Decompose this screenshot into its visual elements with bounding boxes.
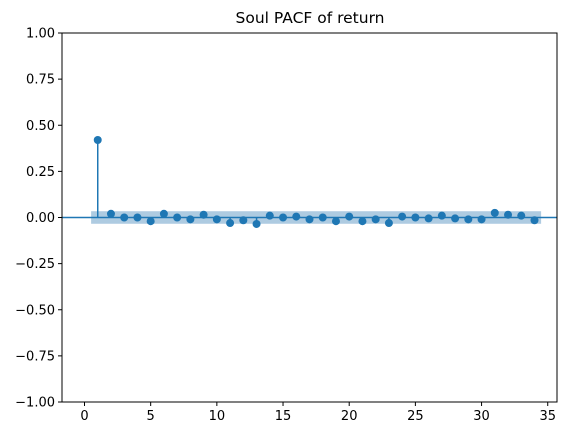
x-tick-label: 0	[80, 409, 88, 424]
pacf-point	[305, 215, 314, 224]
pacf-point	[318, 213, 327, 222]
pacf-point	[226, 219, 235, 228]
pacf-point	[159, 209, 168, 218]
x-tick-label: 25	[407, 409, 424, 424]
pacf-point	[173, 213, 182, 222]
pacf-point	[331, 217, 340, 226]
pacf-point	[199, 210, 208, 219]
pacf-point	[345, 212, 354, 221]
pacf-point	[93, 136, 102, 145]
pacf-point	[398, 212, 407, 221]
pacf-point	[252, 219, 261, 228]
x-tick-label: 15	[275, 409, 292, 424]
pacf-point	[279, 213, 288, 222]
y-tick-label: −1.00	[15, 396, 55, 411]
pacf-point	[358, 217, 367, 226]
pacf-point	[371, 215, 380, 224]
x-tick-label: 10	[209, 409, 226, 424]
pacf-point	[212, 215, 221, 224]
axes-frame	[61, 32, 558, 403]
pacf-point	[106, 209, 115, 218]
point-layer	[93, 136, 539, 228]
axis-layer: 0 5 10 15 20 25 30 35 −1.00 −0.75 −0.50 −0.25 0.00 0.…	[15, 27, 556, 425]
y-tick-label: −0.25	[15, 257, 55, 272]
y-tick-label: 0.00	[26, 211, 55, 226]
pacf-point	[530, 216, 539, 225]
y-tick-label: −0.50	[15, 303, 55, 318]
pacf-point	[120, 213, 129, 222]
x-tick-label: 30	[473, 409, 490, 424]
pacf-point	[424, 214, 433, 223]
x-tick-label: 35	[539, 409, 556, 424]
pacf-point	[239, 216, 248, 225]
y-tick-label: 0.25	[26, 165, 55, 180]
pacf-point	[133, 213, 142, 222]
y-tick-label: 1.00	[26, 27, 55, 42]
pacf-point	[186, 215, 195, 224]
y-tick-label: −0.75	[15, 349, 55, 364]
pacf-point	[517, 211, 526, 220]
pacf-point	[292, 212, 301, 221]
pacf-point	[384, 219, 393, 228]
pacf-point	[490, 208, 499, 217]
pacf-point	[477, 215, 486, 224]
chart-title: Soul PACF of return	[236, 9, 385, 27]
x-tick-label: 5	[147, 409, 155, 424]
pacf-point	[437, 211, 446, 220]
x-tick-label: 20	[341, 409, 358, 424]
pacf-point	[504, 210, 513, 219]
pacf-point	[464, 215, 473, 224]
pacf-point	[265, 211, 274, 220]
pacf-point	[411, 213, 420, 222]
y-tick-label: 0.75	[26, 73, 55, 88]
pacf-point	[451, 214, 460, 223]
pacf-point	[146, 217, 155, 226]
y-tick-label: 0.50	[26, 119, 55, 134]
